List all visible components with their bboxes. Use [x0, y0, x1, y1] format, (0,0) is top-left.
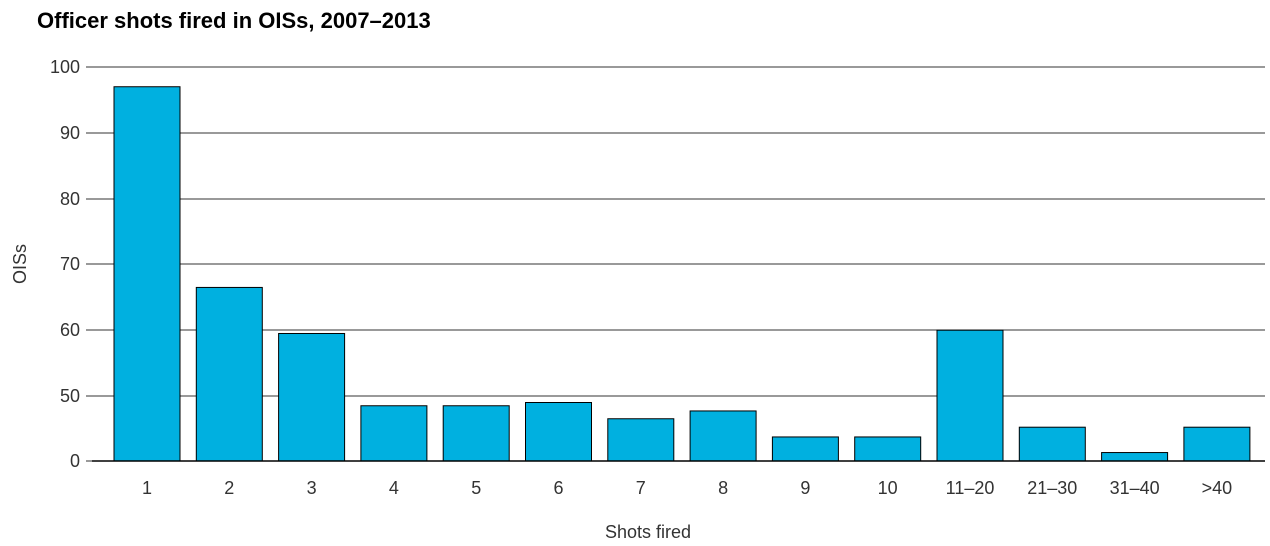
y-tick-label: 60	[60, 320, 80, 340]
bar-8	[689, 410, 757, 462]
bar-2	[195, 286, 263, 462]
y-tick-label: 100	[50, 57, 80, 77]
bar-9	[771, 436, 839, 462]
bar-5	[442, 405, 510, 462]
y-tick-label: 80	[60, 189, 80, 209]
x-axis-ticks: 1 2 3 4 5 6 7 8 9 10 11–20 21–30 31–40 >40	[142, 478, 1232, 498]
bar->40	[1183, 426, 1251, 462]
y-tick-label: 0	[70, 451, 80, 471]
bar-11–20	[936, 329, 1004, 462]
bar-4	[360, 405, 428, 462]
x-tick-label: 7	[636, 478, 646, 498]
x-tick-label: 2	[224, 478, 234, 498]
x-tick-label: 10	[878, 478, 898, 498]
bar-6	[525, 402, 592, 462]
x-tick-label: >40	[1202, 478, 1233, 498]
y-tick-label: 70	[60, 254, 80, 274]
x-tick-label: 8	[718, 478, 728, 498]
chart-title: Officer shots fired in OISs, 2007–2013	[37, 8, 431, 33]
bar-31–40	[1101, 452, 1169, 462]
y-axis-label: OISs	[10, 244, 30, 284]
y-tick-label: 50	[60, 386, 80, 406]
x-axis-label: Shots fired	[605, 522, 691, 542]
x-tick-label: 3	[307, 478, 317, 498]
bar-10	[854, 436, 922, 462]
gridlines	[92, 66, 1265, 462]
bar-7	[607, 418, 675, 462]
bar-21–30	[1018, 426, 1086, 462]
x-tick-label: 21–30	[1027, 478, 1077, 498]
x-tick-label: 4	[389, 478, 399, 498]
x-tick-label: 9	[800, 478, 810, 498]
y-axis-ticks: 100 90 80 70 60 50 0	[50, 57, 92, 471]
y-tick-label: 90	[60, 123, 80, 143]
bar-3	[278, 332, 346, 462]
x-tick-label: 5	[471, 478, 481, 498]
bar-1	[113, 86, 181, 462]
x-tick-label: 11–20	[946, 478, 995, 498]
x-tick-label: 6	[553, 478, 563, 498]
bars	[113, 86, 1251, 462]
x-tick-label: 1	[142, 478, 152, 498]
x-tick-label: 31–40	[1110, 478, 1160, 498]
